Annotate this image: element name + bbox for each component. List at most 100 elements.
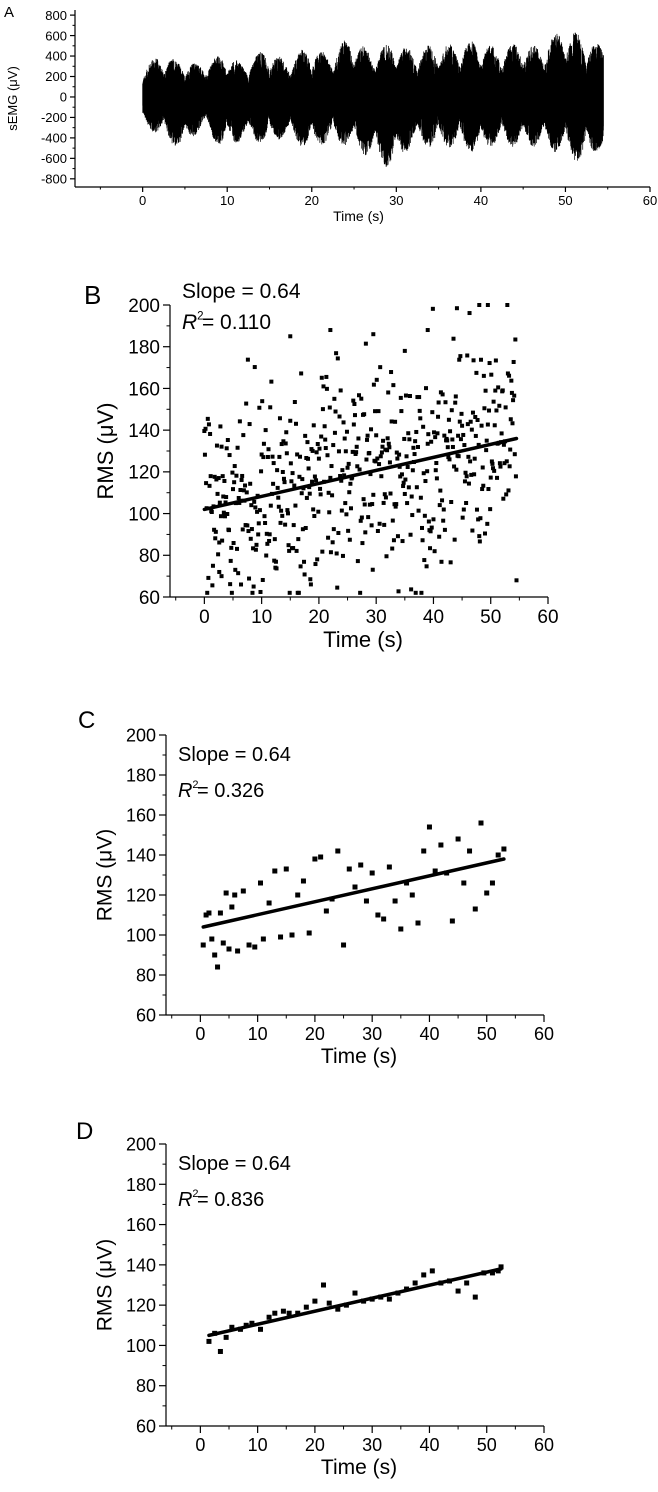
x-tick-label: 20 xyxy=(305,1435,325,1455)
data-point xyxy=(208,474,213,479)
data-point xyxy=(472,456,477,461)
data-point xyxy=(472,472,477,477)
data-point xyxy=(296,537,301,542)
data-point xyxy=(402,348,407,353)
data-point xyxy=(489,880,495,886)
data-point xyxy=(432,549,437,554)
data-point xyxy=(331,443,336,448)
data-point xyxy=(460,423,465,428)
data-point xyxy=(268,503,273,508)
x-axis-title: Time (s) xyxy=(333,208,384,224)
data-point xyxy=(504,459,509,464)
data-point xyxy=(509,390,514,395)
data-point xyxy=(342,473,347,478)
data-point xyxy=(357,467,362,472)
data-point xyxy=(481,483,486,488)
data-point xyxy=(298,454,303,459)
data-point xyxy=(327,405,332,410)
data-point xyxy=(364,457,369,462)
r-squared-value: = 0.110 xyxy=(202,311,271,334)
data-point xyxy=(374,377,379,382)
data-point xyxy=(429,525,434,530)
data-point xyxy=(418,416,423,421)
data-point xyxy=(422,558,427,563)
data-point xyxy=(220,538,225,543)
x-tick-label: 20 xyxy=(305,193,319,208)
x-tick-label: 50 xyxy=(477,1435,497,1455)
y-tick-label: 100 xyxy=(126,925,156,945)
data-point xyxy=(312,474,317,479)
data-point xyxy=(232,464,237,469)
data-point xyxy=(297,474,302,479)
data-point xyxy=(259,452,264,457)
data-point xyxy=(351,422,356,427)
data-point xyxy=(459,411,464,416)
data-point xyxy=(239,582,244,587)
data-point xyxy=(458,437,463,442)
y-tick-label: 180 xyxy=(126,765,156,785)
data-point xyxy=(401,484,406,489)
data-point xyxy=(226,946,232,952)
data-point xyxy=(381,438,386,443)
x-tick-label: 50 xyxy=(558,193,572,208)
data-point xyxy=(433,435,438,440)
data-point xyxy=(249,1320,255,1326)
data-point xyxy=(285,508,290,513)
data-point xyxy=(399,472,404,477)
data-point xyxy=(243,483,248,488)
data-point xyxy=(332,396,337,401)
data-point xyxy=(326,535,331,540)
data-point xyxy=(366,515,371,520)
data-point xyxy=(328,550,333,555)
data-point xyxy=(230,470,235,475)
data-point xyxy=(341,420,346,425)
data-point xyxy=(414,485,419,490)
data-point xyxy=(294,421,298,426)
data-point xyxy=(327,510,332,515)
data-point xyxy=(260,936,266,942)
data-point xyxy=(446,417,451,422)
data-point xyxy=(385,448,390,453)
data-point xyxy=(335,848,341,854)
data-point xyxy=(499,431,504,436)
data-point xyxy=(289,932,295,938)
data-point xyxy=(373,459,378,464)
data-point xyxy=(455,836,461,842)
panel-a: A 0 10 20 30 40 50 60 -800 -600 -400 -200 0 200 400 600… xyxy=(4,4,657,224)
data-point xyxy=(235,445,240,450)
data-point xyxy=(308,577,313,582)
data-point xyxy=(303,1304,309,1310)
data-point xyxy=(478,820,484,826)
y-axis-title: RMS (μV) xyxy=(93,829,116,922)
data-point xyxy=(443,400,448,405)
data-point xyxy=(388,491,393,496)
data-point xyxy=(354,450,359,455)
data-point xyxy=(217,540,222,545)
data-point xyxy=(266,1314,272,1320)
data-point xyxy=(315,441,320,446)
data-point xyxy=(398,474,403,479)
data-point xyxy=(503,405,508,410)
data-point xyxy=(325,453,330,458)
data-point xyxy=(469,427,474,432)
data-point xyxy=(200,942,206,948)
x-tick-label: 60 xyxy=(534,1435,554,1455)
data-point xyxy=(434,461,439,466)
data-point xyxy=(419,590,424,595)
data-point xyxy=(465,422,470,427)
data-point xyxy=(306,466,311,471)
data-point xyxy=(446,455,451,460)
data-point xyxy=(315,557,320,562)
data-point xyxy=(272,868,278,874)
data-point xyxy=(263,428,268,433)
data-point xyxy=(203,912,209,918)
data-point xyxy=(223,890,229,896)
data-point xyxy=(323,437,328,442)
data-point xyxy=(335,1306,341,1312)
data-point xyxy=(225,512,230,517)
data-point xyxy=(239,477,244,482)
x-tick-label: 10 xyxy=(251,607,272,628)
data-point xyxy=(485,422,490,427)
x-tick-label: 20 xyxy=(308,607,329,628)
data-point xyxy=(226,528,231,533)
